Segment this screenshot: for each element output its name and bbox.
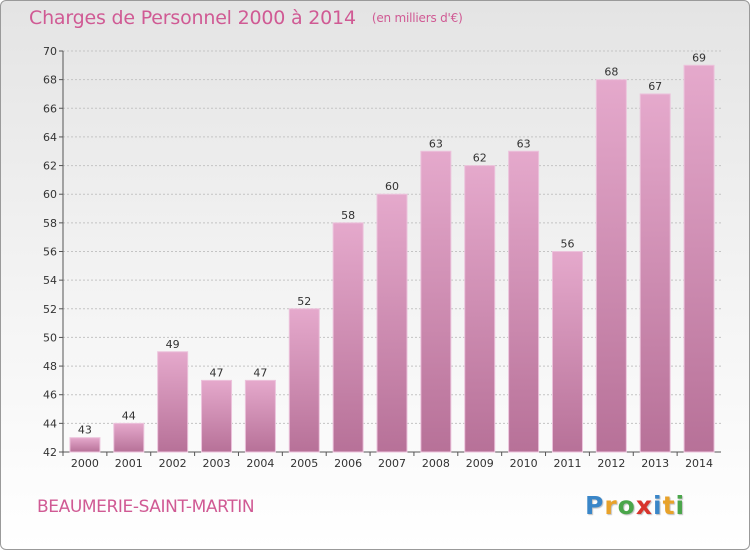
y-tick-label: 60 xyxy=(43,188,57,201)
bar xyxy=(113,422,145,453)
x-tick-label: 2007 xyxy=(378,457,406,470)
logo-letter: P xyxy=(585,491,605,520)
data-label: 47 xyxy=(253,366,267,379)
bar xyxy=(201,379,233,453)
data-label: 63 xyxy=(517,137,531,150)
y-tick-label: 44 xyxy=(43,417,57,430)
bar xyxy=(683,64,715,453)
logo-letter: i xyxy=(653,491,663,520)
logo-letter: r xyxy=(604,491,618,520)
y-tick-labels: 42 44 46 48 50 52 54 56 58 60 62 64 66 68 70 xyxy=(43,45,57,459)
data-label: 60 xyxy=(385,180,399,193)
y-tick-label: 54 xyxy=(43,274,57,287)
bar-2002 xyxy=(157,351,189,453)
x-tick-label: 2011 xyxy=(553,457,581,470)
bar xyxy=(288,308,320,453)
y-tick-label: 64 xyxy=(43,131,57,144)
chart-title: Charges de Personnel 2000 à 2014 (en mill… xyxy=(29,7,463,29)
bar xyxy=(69,437,101,453)
x-tick-labels: 2000 2001 2002 2003 2004 2005 2006 2007 2008 2009… xyxy=(71,457,713,470)
bar xyxy=(551,251,583,453)
y-tick-label: 58 xyxy=(43,217,57,230)
bars xyxy=(69,64,715,453)
x-tick-label: 2002 xyxy=(159,457,187,470)
bar-2005 xyxy=(288,308,320,453)
bar-2008 xyxy=(420,150,452,453)
bar-2004 xyxy=(244,379,276,453)
x-tick-label: 2010 xyxy=(510,457,538,470)
data-label: 67 xyxy=(648,80,662,93)
y-tick-label: 56 xyxy=(43,246,57,259)
x-tick-label: 2003 xyxy=(203,457,231,470)
bar xyxy=(332,222,364,453)
x-tick-label: 2000 xyxy=(71,457,99,470)
y-tick-label: 62 xyxy=(43,160,57,173)
bar-2010 xyxy=(508,150,540,453)
y-tick-label: 52 xyxy=(43,303,57,316)
data-label: 62 xyxy=(473,152,487,165)
data-label: 44 xyxy=(122,409,136,422)
y-tick-label: 50 xyxy=(43,331,57,344)
bar-2014 xyxy=(683,64,715,453)
data-label: 47 xyxy=(210,366,224,379)
x-tick-label: 2012 xyxy=(597,457,625,470)
bar-2006 xyxy=(332,222,364,453)
chart-title-text: Charges de Personnel 2000 à 2014 xyxy=(29,7,356,29)
bar xyxy=(464,165,496,453)
proxiti-logo: Proxiti xyxy=(585,491,685,520)
logo-letter: i xyxy=(675,491,686,520)
bar-2012 xyxy=(595,79,627,453)
bar xyxy=(420,150,452,453)
y-tick-label: 70 xyxy=(43,45,57,58)
bar-2013 xyxy=(639,93,671,453)
bar-2009 xyxy=(464,165,496,453)
y-tick-label: 42 xyxy=(43,446,57,459)
y-tick-label: 46 xyxy=(43,389,57,402)
logo-letter: t xyxy=(662,491,676,520)
x-tick-label: 2005 xyxy=(290,457,318,470)
x-tick-label: 2008 xyxy=(422,457,450,470)
x-tick-label: 2013 xyxy=(641,457,669,470)
logo-letter: o xyxy=(617,491,636,520)
chart-unit: (en milliers d'€) xyxy=(371,11,463,25)
x-tick-label: 2004 xyxy=(246,457,274,470)
bar-2001 xyxy=(113,422,145,453)
x-tick-label: 2006 xyxy=(334,457,362,470)
x-tick-label: 2009 xyxy=(466,457,494,470)
data-label: 49 xyxy=(166,338,180,351)
bar xyxy=(157,351,189,453)
data-label: 56 xyxy=(560,238,574,251)
y-tick-label: 66 xyxy=(43,102,57,115)
bar xyxy=(508,150,540,453)
bar xyxy=(244,379,276,453)
x-tick-label: 2001 xyxy=(115,457,143,470)
data-label: 43 xyxy=(78,424,92,437)
data-label: 69 xyxy=(692,51,706,64)
commune-name: BEAUMERIE-SAINT-MARTIN xyxy=(37,497,255,517)
bar xyxy=(639,93,671,453)
logo-letter: x xyxy=(635,491,653,520)
data-label: 68 xyxy=(604,66,618,79)
data-label: 52 xyxy=(297,295,311,308)
y-tick-label: 68 xyxy=(43,74,57,87)
bar-2003 xyxy=(201,379,233,453)
bar xyxy=(595,79,627,453)
bar-2011 xyxy=(551,251,583,453)
bar-2000 xyxy=(69,437,101,453)
data-label: 63 xyxy=(429,137,443,150)
data-labels: 43 44 49 47 47 52 58 60 63 62 63 56 68 67 69 xyxy=(78,51,706,436)
y-tick-label: 48 xyxy=(43,360,57,373)
bar xyxy=(376,193,408,453)
data-label: 58 xyxy=(341,209,355,222)
x-tick-label: 2014 xyxy=(685,457,713,470)
bar-2007 xyxy=(376,193,408,453)
